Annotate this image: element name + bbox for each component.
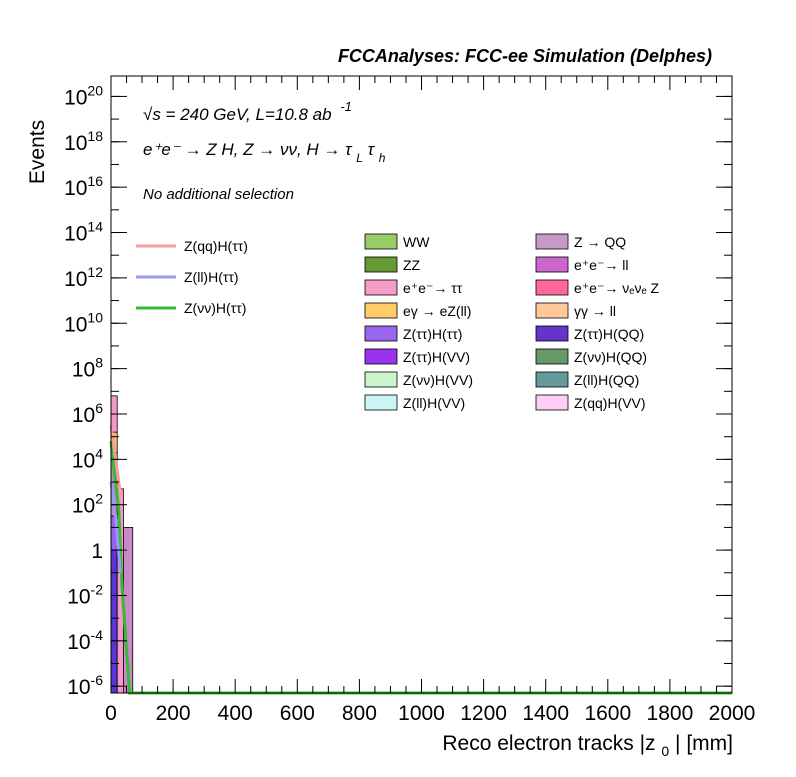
legend-bkg-swatch-12 — [364, 371, 398, 388]
legend-bkg-label-9: Z(ττ)H(QQ) — [574, 326, 644, 342]
x-tick-label-4: 800 — [342, 702, 377, 725]
legend-bkg-label-0: WW — [403, 234, 430, 250]
y-tick-label-0: 1020 — [64, 82, 103, 109]
legend-bkg-swatch-9 — [535, 325, 569, 342]
y-tick-label-3: 1014 — [64, 219, 103, 246]
legend-bkg-label-3: e⁺e⁻→ ll — [574, 257, 628, 273]
x-axis-label: Reco electron tracks |z 0 | [mm] — [442, 732, 733, 761]
x-tick-label-6: 1200 — [460, 702, 507, 725]
legend-bkg-swatch-6 — [364, 302, 398, 319]
process-subscript-2: h — [379, 151, 386, 165]
legend-bkg-label-13: Z(ll)H(QQ) — [574, 372, 639, 388]
x-tick-label-8: 1600 — [584, 702, 631, 725]
x-tick-label-5: 1000 — [398, 702, 445, 725]
legend-bkg-swatch-1 — [535, 233, 569, 250]
legend-bkg-label-1: Z → QQ — [574, 234, 626, 250]
legend-signal-label-2: Z(νν)H(ττ) — [184, 300, 246, 316]
process-annotation: e⁺e⁻ → Z H, Z → νν, H → τ L τ h — [143, 140, 386, 166]
legend-backgrounds: WW Z → QQ ZZ e⁺e⁻→ ll e⁺e⁻→ ττ e⁺e⁻→ νₑνₑ Z eγ… — [364, 233, 660, 411]
energy-superscript: -1 — [340, 99, 352, 114]
legend-bkg-swatch-5 — [535, 279, 569, 296]
legend-bkg-label-5: e⁺e⁻→ νₑνₑ Z — [574, 280, 660, 296]
y-tick-label-1: 1018 — [64, 128, 103, 155]
legend-bkg-label-15: Z(qq)H(VV) — [574, 395, 646, 411]
legend-bkg-swatch-2 — [364, 256, 398, 273]
chart-title: FCCAnalyses: FCC-ee Simulation (Delphes) — [338, 46, 712, 66]
x-tick-label-9: 1800 — [647, 702, 694, 725]
legend-bkg-swatch-8 — [364, 325, 398, 342]
legend-bkg-label-7: γγ → ll — [574, 303, 616, 319]
legend-bkg-label-8: Z(ττ)H(ττ) — [403, 326, 462, 342]
legend-bkg-label-14: Z(ll)H(VV) — [403, 395, 465, 411]
y-tick-label-13: 10-6 — [67, 672, 103, 699]
x-axis-label-main: Reco electron tracks |z — [442, 732, 655, 755]
legend-bkg-label-11: Z(νν)H(QQ) — [574, 349, 647, 365]
y-tick-label-2: 1016 — [64, 173, 103, 200]
legend-bkg-swatch-3 — [535, 256, 569, 273]
y-tick-label-11: 10-2 — [67, 581, 103, 608]
signal-line-2 — [109, 481, 122, 573]
legend-bkg-swatch-0 — [364, 233, 398, 250]
legend-bkg-swatch-15 — [535, 394, 569, 411]
legend-bkg-swatch-11 — [535, 348, 569, 365]
legend-bkg-label-2: ZZ — [403, 257, 421, 273]
y-tick-label-9: 102 — [72, 491, 103, 518]
y-tick-label-12: 10-4 — [67, 627, 103, 654]
legend-bkg-swatch-13 — [535, 371, 569, 388]
legend-bkg-label-6: eγ → eZ(ll) — [403, 303, 471, 319]
energy-annotation: √s = 240 GeV, L=10.8 ab -1 — [143, 99, 352, 124]
legend-bkg-label-12: Z(νν)H(VV) — [403, 372, 473, 388]
y-tick-label-7: 106 — [72, 400, 103, 427]
legend-signal-label-1: Z(ll)H(ττ) — [184, 269, 239, 285]
selection-annotation: No additional selection — [143, 186, 294, 203]
process-text: e⁺e⁻ → Z H, Z → νν, H → τ — [143, 140, 353, 159]
x-tick-label-1: 200 — [156, 702, 191, 725]
y-tick-label-6: 108 — [72, 355, 103, 382]
x-tick-label-10: 2000 — [709, 702, 756, 725]
process-subscript-1: L — [356, 151, 363, 165]
x-axis-label-subscript: 0 — [661, 743, 669, 759]
x-tick-label-7: 1400 — [522, 702, 569, 725]
y-tick-label-10: 1 — [91, 540, 103, 563]
x-axis-ticks: 0 200 400 600 800 1000 1200 1400 1600 1800 2000 — [105, 76, 755, 725]
y-axis-label: Events — [26, 120, 49, 184]
energy-text: √s = 240 GeV, L=10.8 ab — [143, 105, 332, 124]
legend-bkg-swatch-7 — [535, 302, 569, 319]
x-tick-label-0: 0 — [105, 702, 117, 725]
y-tick-label-5: 1010 — [64, 309, 103, 336]
x-axis-label-suffix: | [mm] — [675, 732, 733, 755]
legend-bkg-swatch-10 — [364, 348, 398, 365]
y-tick-label-4: 1012 — [64, 264, 103, 291]
y-tick-label-8: 104 — [72, 445, 103, 472]
legend-bkg-swatch-14 — [364, 394, 398, 411]
process-tau2: τ — [368, 140, 376, 159]
legend-signals: Z(qq)H(ττ) Z(ll)H(ττ) Z(νν)H(ττ) — [136, 238, 248, 316]
x-tick-label-3: 600 — [280, 702, 315, 725]
legend-bkg-label-4: e⁺e⁻→ ττ — [403, 280, 463, 296]
y-axis-ticks: 1020 1018 1016 1014 1012 1010 108 106 104 102 1 10-… — [64, 82, 732, 699]
bar-bin0-seg0 — [110, 549, 118, 694]
legend-bkg-swatch-4 — [364, 279, 398, 296]
legend-bkg-label-10: Z(ττ)H(VV) — [403, 349, 470, 365]
x-tick-label-2: 400 — [218, 702, 253, 725]
legend-signal-label-0: Z(qq)H(ττ) — [184, 238, 248, 254]
